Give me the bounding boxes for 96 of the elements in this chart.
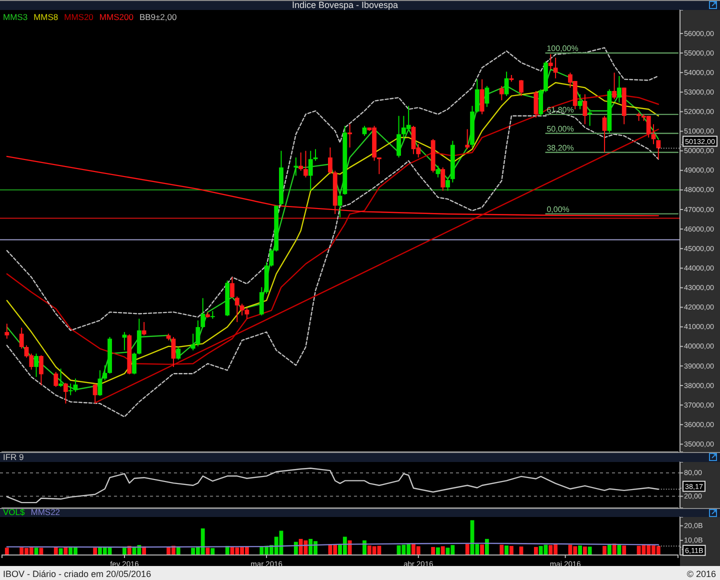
candlestick bbox=[269, 248, 274, 268]
candlestick bbox=[612, 72, 617, 100]
bar bbox=[509, 546, 514, 555]
bar bbox=[534, 546, 538, 555]
line-series bbox=[6, 156, 660, 216]
text: MMS3 bbox=[3, 12, 28, 22]
candlestick bbox=[4, 323, 10, 340]
candlestick bbox=[578, 94, 582, 110]
candlestick bbox=[446, 176, 450, 192]
candlestick bbox=[176, 346, 181, 360]
candlestick bbox=[328, 146, 332, 175]
candlestick bbox=[136, 318, 142, 355]
bar bbox=[93, 548, 98, 555]
candlestick bbox=[548, 54, 553, 70]
annotation: 50,00% bbox=[546, 124, 574, 134]
bar bbox=[54, 547, 58, 555]
candlestick bbox=[54, 371, 58, 388]
candlestick bbox=[68, 383, 73, 396]
text: BB9±2,00 bbox=[139, 12, 177, 22]
candlestick bbox=[465, 128, 470, 150]
candlestick bbox=[499, 85, 504, 101]
candlestick bbox=[200, 298, 206, 328]
annotation: 61,80% bbox=[546, 105, 574, 114]
bar bbox=[484, 538, 489, 555]
candlestick bbox=[474, 78, 480, 114]
candlestick bbox=[534, 90, 538, 118]
bar bbox=[362, 540, 366, 555]
bar bbox=[480, 544, 484, 555]
bar bbox=[622, 546, 626, 555]
chart-title: Índice Bovespa - Ibovespa bbox=[292, 0, 398, 10]
candlestick bbox=[588, 108, 592, 126]
candlestick bbox=[304, 150, 308, 178]
bar bbox=[578, 546, 582, 555]
candlestick bbox=[19, 327, 24, 350]
bar bbox=[122, 548, 126, 555]
bar bbox=[440, 546, 445, 555]
candlestick bbox=[582, 94, 588, 125]
annotation: 100,00% bbox=[546, 44, 578, 54]
candlestick bbox=[617, 75, 622, 104]
candlestick bbox=[122, 332, 127, 351]
candlestick bbox=[436, 165, 440, 178]
candlestick bbox=[348, 124, 352, 148]
text: MMS8 bbox=[34, 12, 58, 22]
candlestick bbox=[34, 353, 38, 378]
candlestick bbox=[98, 370, 102, 396]
candlestick bbox=[519, 79, 524, 96]
candlestick bbox=[602, 115, 607, 153]
text: MMS22 bbox=[30, 507, 60, 517]
bar bbox=[582, 546, 587, 555]
candlestick bbox=[656, 140, 661, 160]
bar bbox=[39, 548, 44, 555]
candlestick bbox=[230, 276, 234, 298]
candlestick bbox=[132, 352, 136, 375]
bar bbox=[64, 547, 68, 555]
candlestick bbox=[171, 336, 176, 368]
candlestick bbox=[298, 152, 304, 172]
candlestick bbox=[504, 71, 509, 96]
candlestick bbox=[102, 364, 108, 381]
text: MMS200 bbox=[99, 12, 134, 22]
bar bbox=[504, 546, 509, 555]
bar bbox=[431, 546, 436, 555]
candlestick bbox=[480, 78, 484, 115]
candlestick bbox=[92, 383, 98, 404]
text: VOL$ bbox=[3, 507, 26, 517]
candlestick bbox=[38, 354, 44, 386]
line-series bbox=[6, 47, 660, 331]
candlestick bbox=[553, 57, 558, 79]
bar bbox=[588, 546, 592, 555]
annotation: 0,00% bbox=[546, 204, 570, 214]
candlestick bbox=[440, 166, 446, 192]
text: © 2016 bbox=[686, 569, 716, 579]
candlestick bbox=[142, 322, 146, 336]
candlestick bbox=[396, 115, 401, 158]
candlestick bbox=[651, 124, 656, 145]
annotation: 38,20% bbox=[546, 143, 574, 152]
bar bbox=[4, 548, 9, 555]
text: IBOV - Diário - criado em 20/05/2016 bbox=[3, 569, 152, 579]
candlestick bbox=[294, 156, 298, 176]
candlestick bbox=[308, 150, 313, 192]
candlestick bbox=[259, 286, 264, 316]
bar bbox=[176, 547, 180, 555]
candlestick bbox=[376, 156, 382, 175]
candlestick bbox=[58, 368, 63, 388]
bar bbox=[210, 548, 215, 555]
candlestick bbox=[484, 85, 490, 108]
candlestick bbox=[234, 296, 240, 323]
bar bbox=[602, 546, 606, 555]
text: IFR 9 bbox=[3, 452, 24, 462]
text: MMS20 bbox=[64, 12, 94, 22]
candlestick bbox=[196, 320, 200, 347]
bar bbox=[436, 547, 440, 555]
candlestick bbox=[63, 382, 68, 404]
line-series bbox=[6, 468, 660, 504]
candlestick bbox=[338, 194, 342, 218]
bar bbox=[465, 544, 470, 555]
bar bbox=[500, 544, 504, 555]
